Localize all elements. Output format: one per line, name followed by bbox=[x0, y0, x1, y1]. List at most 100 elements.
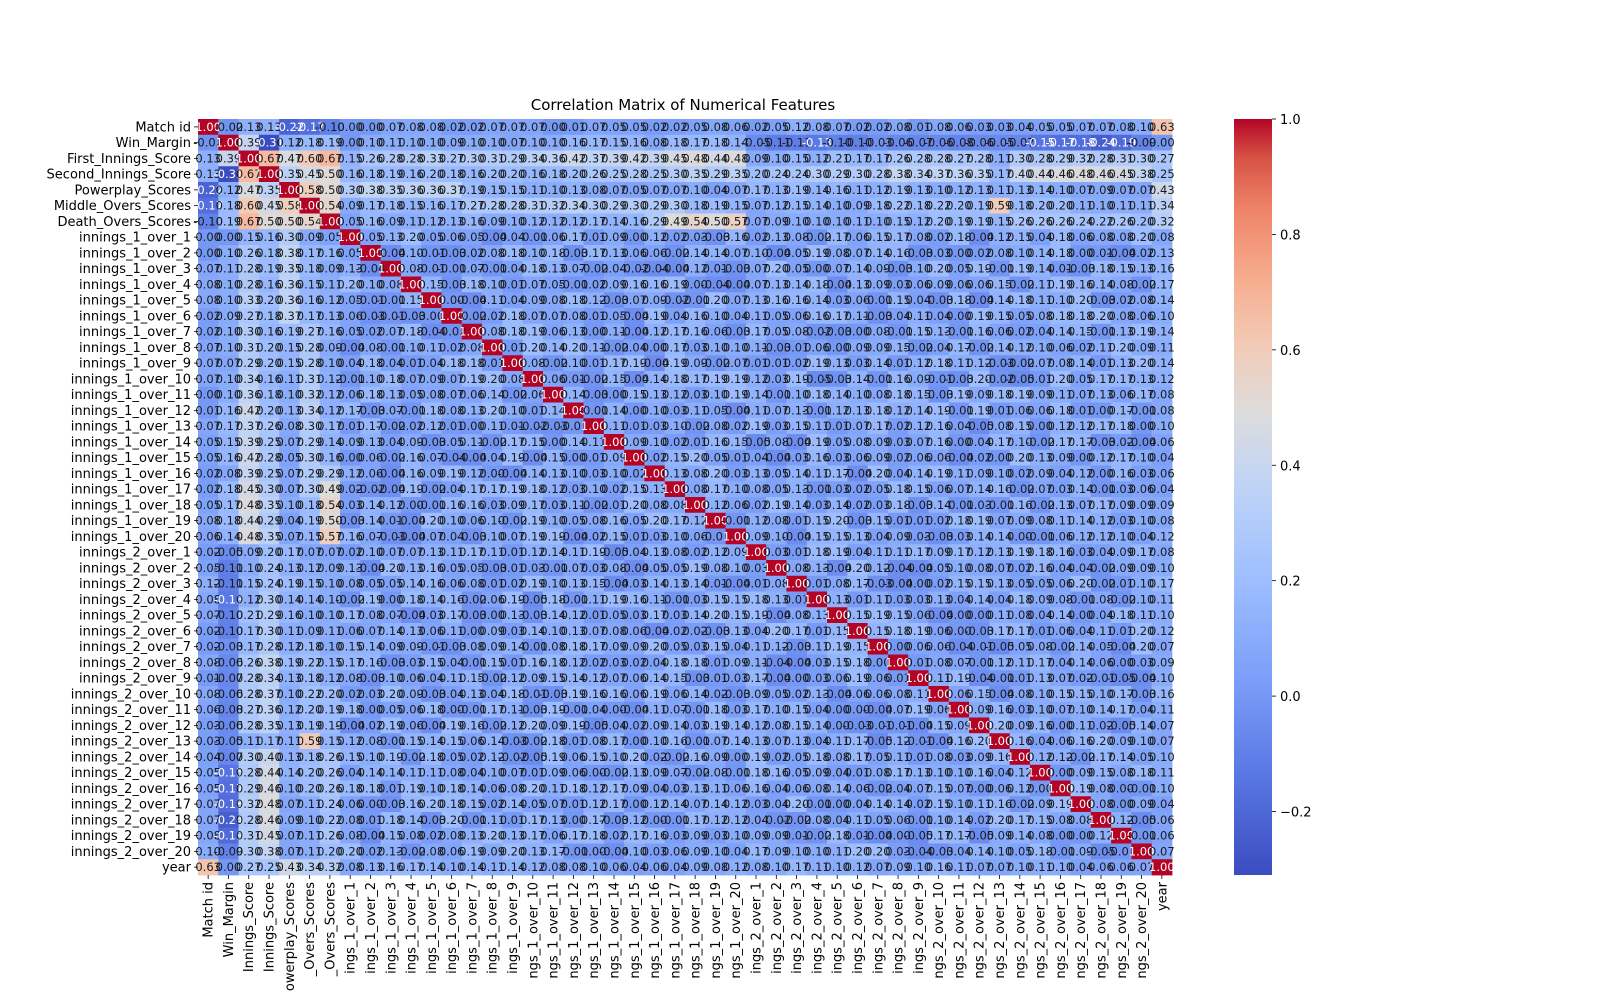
cell-value-label: 0.63 bbox=[1149, 120, 1175, 134]
heatmap-cell bbox=[1070, 134, 1092, 151]
y-tick-label: innings_1_over_2 bbox=[79, 246, 191, 261]
heatmap-cell bbox=[624, 134, 645, 151]
heatmap-cell bbox=[461, 134, 483, 151]
y-tick-label: innings_2_over_15 bbox=[71, 766, 191, 781]
heatmap-cell bbox=[218, 119, 239, 136]
heatmap-cell bbox=[847, 134, 869, 151]
heatmap-cell bbox=[705, 150, 726, 167]
heatmap-cell bbox=[725, 134, 747, 151]
heatmap-cell bbox=[238, 119, 260, 136]
cell-value-label: 0.25 bbox=[1149, 167, 1175, 181]
heatmap-cell bbox=[279, 134, 300, 151]
x-tick-label: ngs_2_over_17 bbox=[1074, 882, 1089, 979]
cell-value-label: 0.10 bbox=[1149, 419, 1175, 433]
heatmap-cell bbox=[603, 134, 625, 151]
x-tick-label: Match id bbox=[202, 882, 217, 938]
x-tick-label: ngs_2_over_11 bbox=[952, 882, 967, 979]
heatmap-cell bbox=[400, 150, 422, 167]
heatmap-cell bbox=[441, 150, 463, 167]
colorbar-tick-label: −0.2 bbox=[1280, 806, 1312, 821]
heatmap-cell bbox=[279, 119, 300, 136]
heatmap-cell bbox=[928, 150, 950, 167]
heatmap-cell bbox=[461, 119, 483, 136]
x-tick-label: ngs_2_over_14 bbox=[1013, 882, 1028, 979]
heatmap-cell bbox=[340, 150, 361, 167]
heatmap-cell bbox=[867, 134, 889, 151]
cell-value-label: 1.00 bbox=[1149, 860, 1175, 874]
cell-value-label: 0.06 bbox=[1149, 829, 1175, 843]
x-tick-label: ings_1_over_7 bbox=[465, 882, 480, 974]
heatmap-cell bbox=[908, 150, 929, 167]
x-tick-label: ings_1_over_2 bbox=[364, 882, 379, 974]
y-tick-label: innings_2_over_14 bbox=[71, 750, 191, 765]
heatmap-cell bbox=[1029, 134, 1051, 151]
heatmap-cell bbox=[400, 119, 422, 136]
cell-value-label: 0.10 bbox=[1149, 608, 1175, 622]
heatmap-cell bbox=[989, 119, 1011, 136]
heatmap-cell bbox=[542, 134, 564, 151]
y-tick-label: innings_1_over_12 bbox=[71, 404, 191, 419]
heatmap-cell bbox=[624, 150, 645, 167]
x-tick-label: owerplay_Scores bbox=[283, 882, 298, 991]
heatmap-cell bbox=[989, 150, 1011, 167]
cell-value-label: 0.11 bbox=[1149, 766, 1175, 780]
heatmap-cell bbox=[441, 134, 463, 151]
cell-value-label: 0.06 bbox=[1149, 435, 1175, 449]
heatmap-cell-labels: 1.00-0.020.130.13-0.22-0.17-0.100.000.00… bbox=[193, 120, 1174, 874]
colorbar-tick-label: 0.6 bbox=[1280, 344, 1301, 359]
y-tick-label: innings_2_over_10 bbox=[71, 687, 191, 702]
cell-value-label: 0.07 bbox=[1149, 718, 1175, 732]
heatmap-cell bbox=[908, 134, 929, 151]
heatmap-cell bbox=[766, 150, 787, 167]
x-tick-label: ings_1_over_9 bbox=[506, 882, 521, 974]
cell-value-label: 0.10 bbox=[1149, 671, 1175, 685]
heatmap-cell bbox=[563, 134, 584, 151]
cell-value-label: 0.17 bbox=[1149, 277, 1175, 291]
cell-value-label: 0.12 bbox=[1149, 372, 1175, 386]
heatmap-cell bbox=[806, 134, 828, 151]
heatmap-cell bbox=[421, 150, 442, 167]
colorbar-tick-label: 0.8 bbox=[1280, 228, 1301, 243]
heatmap-cell bbox=[299, 119, 321, 136]
x-tick-label: ngs_1_over_18 bbox=[689, 882, 704, 979]
heatmap-cell bbox=[340, 119, 361, 136]
heatmap-cell bbox=[644, 150, 666, 167]
heatmap-cell bbox=[360, 119, 382, 136]
heatmap-cell bbox=[258, 150, 280, 167]
heatmap-cell bbox=[258, 134, 280, 151]
heatmap-cell bbox=[299, 134, 321, 151]
x-tick-label: ngs_1_over_16 bbox=[648, 882, 663, 979]
heatmap-cell bbox=[583, 134, 605, 151]
x-tick-label: ngs_1_over_20 bbox=[729, 882, 744, 979]
cell-value-label: 0.07 bbox=[1149, 734, 1175, 748]
x-tick-label: ings_1_over_3 bbox=[384, 882, 399, 974]
heatmap-cell bbox=[522, 119, 544, 136]
heatmap-cell bbox=[948, 134, 970, 151]
x-tick-label: _Overs_Scores bbox=[323, 882, 338, 977]
heatmap-cell bbox=[360, 134, 382, 151]
x-tick-label: ngs_1_over_14 bbox=[607, 882, 622, 979]
colorbar-tick-label: 0.2 bbox=[1280, 575, 1301, 590]
y-tick-label: year bbox=[162, 861, 192, 876]
cell-value-label: 0.08 bbox=[1149, 230, 1175, 244]
x-tick-label: Innings_Score bbox=[263, 882, 278, 972]
heatmap-cell bbox=[887, 119, 909, 136]
heatmap-cell bbox=[1050, 134, 1071, 151]
x-tick-label: ings_2_over_4 bbox=[810, 882, 825, 974]
heatmap-cell bbox=[948, 150, 970, 167]
cell-value-label: 0.08 bbox=[1149, 545, 1175, 559]
heatmap-cell bbox=[421, 134, 442, 151]
y-tick-label: innings_2_over_20 bbox=[71, 845, 191, 860]
heatmap-cell bbox=[1009, 134, 1031, 151]
heatmap-cell bbox=[502, 150, 524, 167]
y-tick-label: innings_2_over_18 bbox=[71, 813, 191, 828]
x-tick-label: ings_2_over_8 bbox=[892, 882, 907, 974]
y-tick-label: innings_1_over_6 bbox=[79, 309, 191, 324]
heatmap-cell bbox=[887, 134, 909, 151]
cell-value-label: 0.09 bbox=[1149, 655, 1175, 669]
heatmap-cell bbox=[299, 150, 321, 167]
cell-value-label: 0.11 bbox=[1149, 703, 1175, 717]
heatmap-cell bbox=[198, 134, 219, 151]
heatmap-cell bbox=[969, 134, 990, 151]
